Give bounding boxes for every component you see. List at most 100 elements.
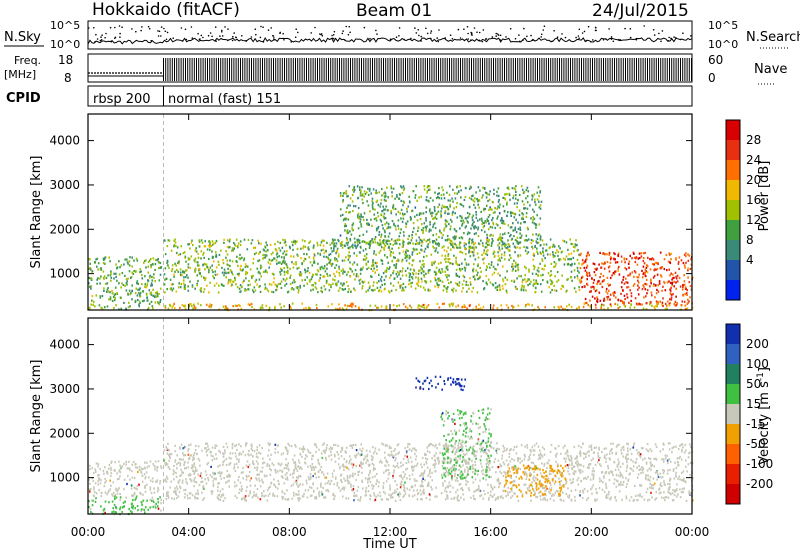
heatmap-cell	[462, 287, 464, 290]
heatmap-cell	[128, 264, 131, 267]
heatmap-cell	[588, 254, 590, 257]
heatmap-cell	[459, 269, 462, 272]
heatmap-cell	[475, 191, 477, 194]
heatmap-cell	[321, 265, 323, 268]
heatmap-cell	[471, 195, 473, 198]
heatmap-cell	[474, 197, 476, 200]
heatmap-cell	[527, 284, 529, 287]
heatmap-cell	[447, 497, 449, 500]
heatmap-cell	[528, 270, 530, 273]
heatmap-cell	[670, 294, 673, 297]
heatmap-cell	[586, 264, 589, 267]
noise-search-point	[495, 32, 498, 35]
heatmap-cell	[660, 496, 663, 499]
heatmap-cell	[445, 260, 447, 264]
heatmap-cell	[615, 485, 618, 488]
heatmap-cell	[166, 245, 169, 248]
heatmap-cell	[127, 293, 129, 296]
heatmap-cell	[525, 267, 527, 270]
heatmap-cell	[410, 449, 413, 452]
noise-search-point	[165, 38, 168, 41]
noise-search-point	[259, 36, 262, 39]
heatmap-cell	[419, 260, 421, 263]
heatmap-cell	[435, 272, 438, 275]
heatmap-cell	[288, 245, 291, 248]
heatmap-cell	[542, 251, 544, 254]
heatmap-cell	[302, 247, 304, 250]
heatmap-cell	[386, 469, 388, 472]
heatmap-cell	[537, 241, 540, 244]
heatmap-cell	[408, 275, 411, 278]
heatmap-cell	[501, 457, 503, 460]
heatmap-cell	[159, 287, 162, 290]
heatmap-cell	[403, 234, 405, 237]
heatmap-cell	[428, 269, 430, 272]
heatmap-cell	[177, 286, 180, 289]
heatmap-cell	[382, 205, 384, 208]
heatmap-cell	[153, 491, 156, 494]
heatmap-cell	[319, 273, 322, 277]
heatmap-cell	[345, 307, 348, 310]
heatmap-cell	[297, 477, 299, 480]
heatmap-cell	[650, 291, 653, 294]
heatmap-cell	[433, 217, 436, 220]
heatmap-cell	[138, 303, 140, 306]
heatmap-cell	[127, 460, 130, 463]
heatmap-cell	[671, 273, 674, 276]
heatmap-cell	[380, 198, 383, 202]
colorbar-segment	[726, 260, 740, 281]
heatmap-cell	[344, 270, 346, 273]
heatmap-cell	[185, 480, 188, 484]
heatmap-cell	[471, 219, 474, 222]
heatmap-cell	[330, 247, 333, 250]
heatmap-cell	[526, 239, 528, 242]
heatmap-cell	[493, 255, 496, 258]
heatmap-cell	[103, 287, 105, 290]
heatmap-cell	[333, 245, 335, 248]
heatmap-cell	[416, 219, 419, 222]
noise-search-point	[514, 37, 517, 40]
heatmap-cell	[659, 267, 662, 270]
heatmap-cell	[609, 298, 611, 301]
heatmap-cell	[273, 257, 275, 260]
heatmap-cell	[372, 188, 375, 191]
heatmap-cell	[157, 498, 159, 501]
noise-search-point	[104, 37, 106, 39]
heatmap-cell	[126, 280, 128, 283]
heatmap-cell	[620, 292, 622, 295]
heatmap-cell	[608, 252, 611, 255]
heatmap-cell	[109, 291, 111, 294]
heatmap-cell	[578, 279, 581, 282]
heatmap-cell	[415, 233, 417, 236]
heatmap-cell	[351, 224, 354, 227]
heatmap-cell	[604, 262, 606, 265]
heatmap-cell	[338, 274, 341, 277]
heatmap-cell	[187, 289, 190, 292]
heatmap-cell	[244, 263, 247, 266]
heatmap-cell	[339, 242, 342, 245]
heatmap-cell	[283, 261, 286, 264]
heatmap-cell	[578, 253, 580, 256]
heatmap-cell	[235, 244, 237, 247]
heatmap-cell	[302, 495, 305, 498]
heatmap-cell	[332, 443, 335, 447]
heatmap-cell	[116, 478, 119, 481]
heatmap-cell	[454, 451, 457, 454]
heatmap-cell	[412, 230, 414, 234]
heatmap-cell	[531, 245, 533, 248]
heatmap-cell	[420, 244, 423, 247]
heatmap-cell	[562, 491, 564, 494]
heatmap-cell	[495, 223, 498, 226]
heatmap-cell	[142, 499, 145, 502]
noise-search-point	[467, 32, 469, 35]
heatmap-cell	[402, 267, 404, 270]
heatmap-cell	[323, 239, 325, 242]
heatmap-cell	[368, 243, 370, 246]
heatmap-cell	[404, 269, 407, 273]
heatmap-cell	[446, 290, 448, 293]
heatmap-cell	[543, 462, 546, 466]
heatmap-cell	[406, 207, 408, 210]
heatmap-cell	[103, 275, 106, 278]
heatmap-cell	[503, 449, 506, 452]
